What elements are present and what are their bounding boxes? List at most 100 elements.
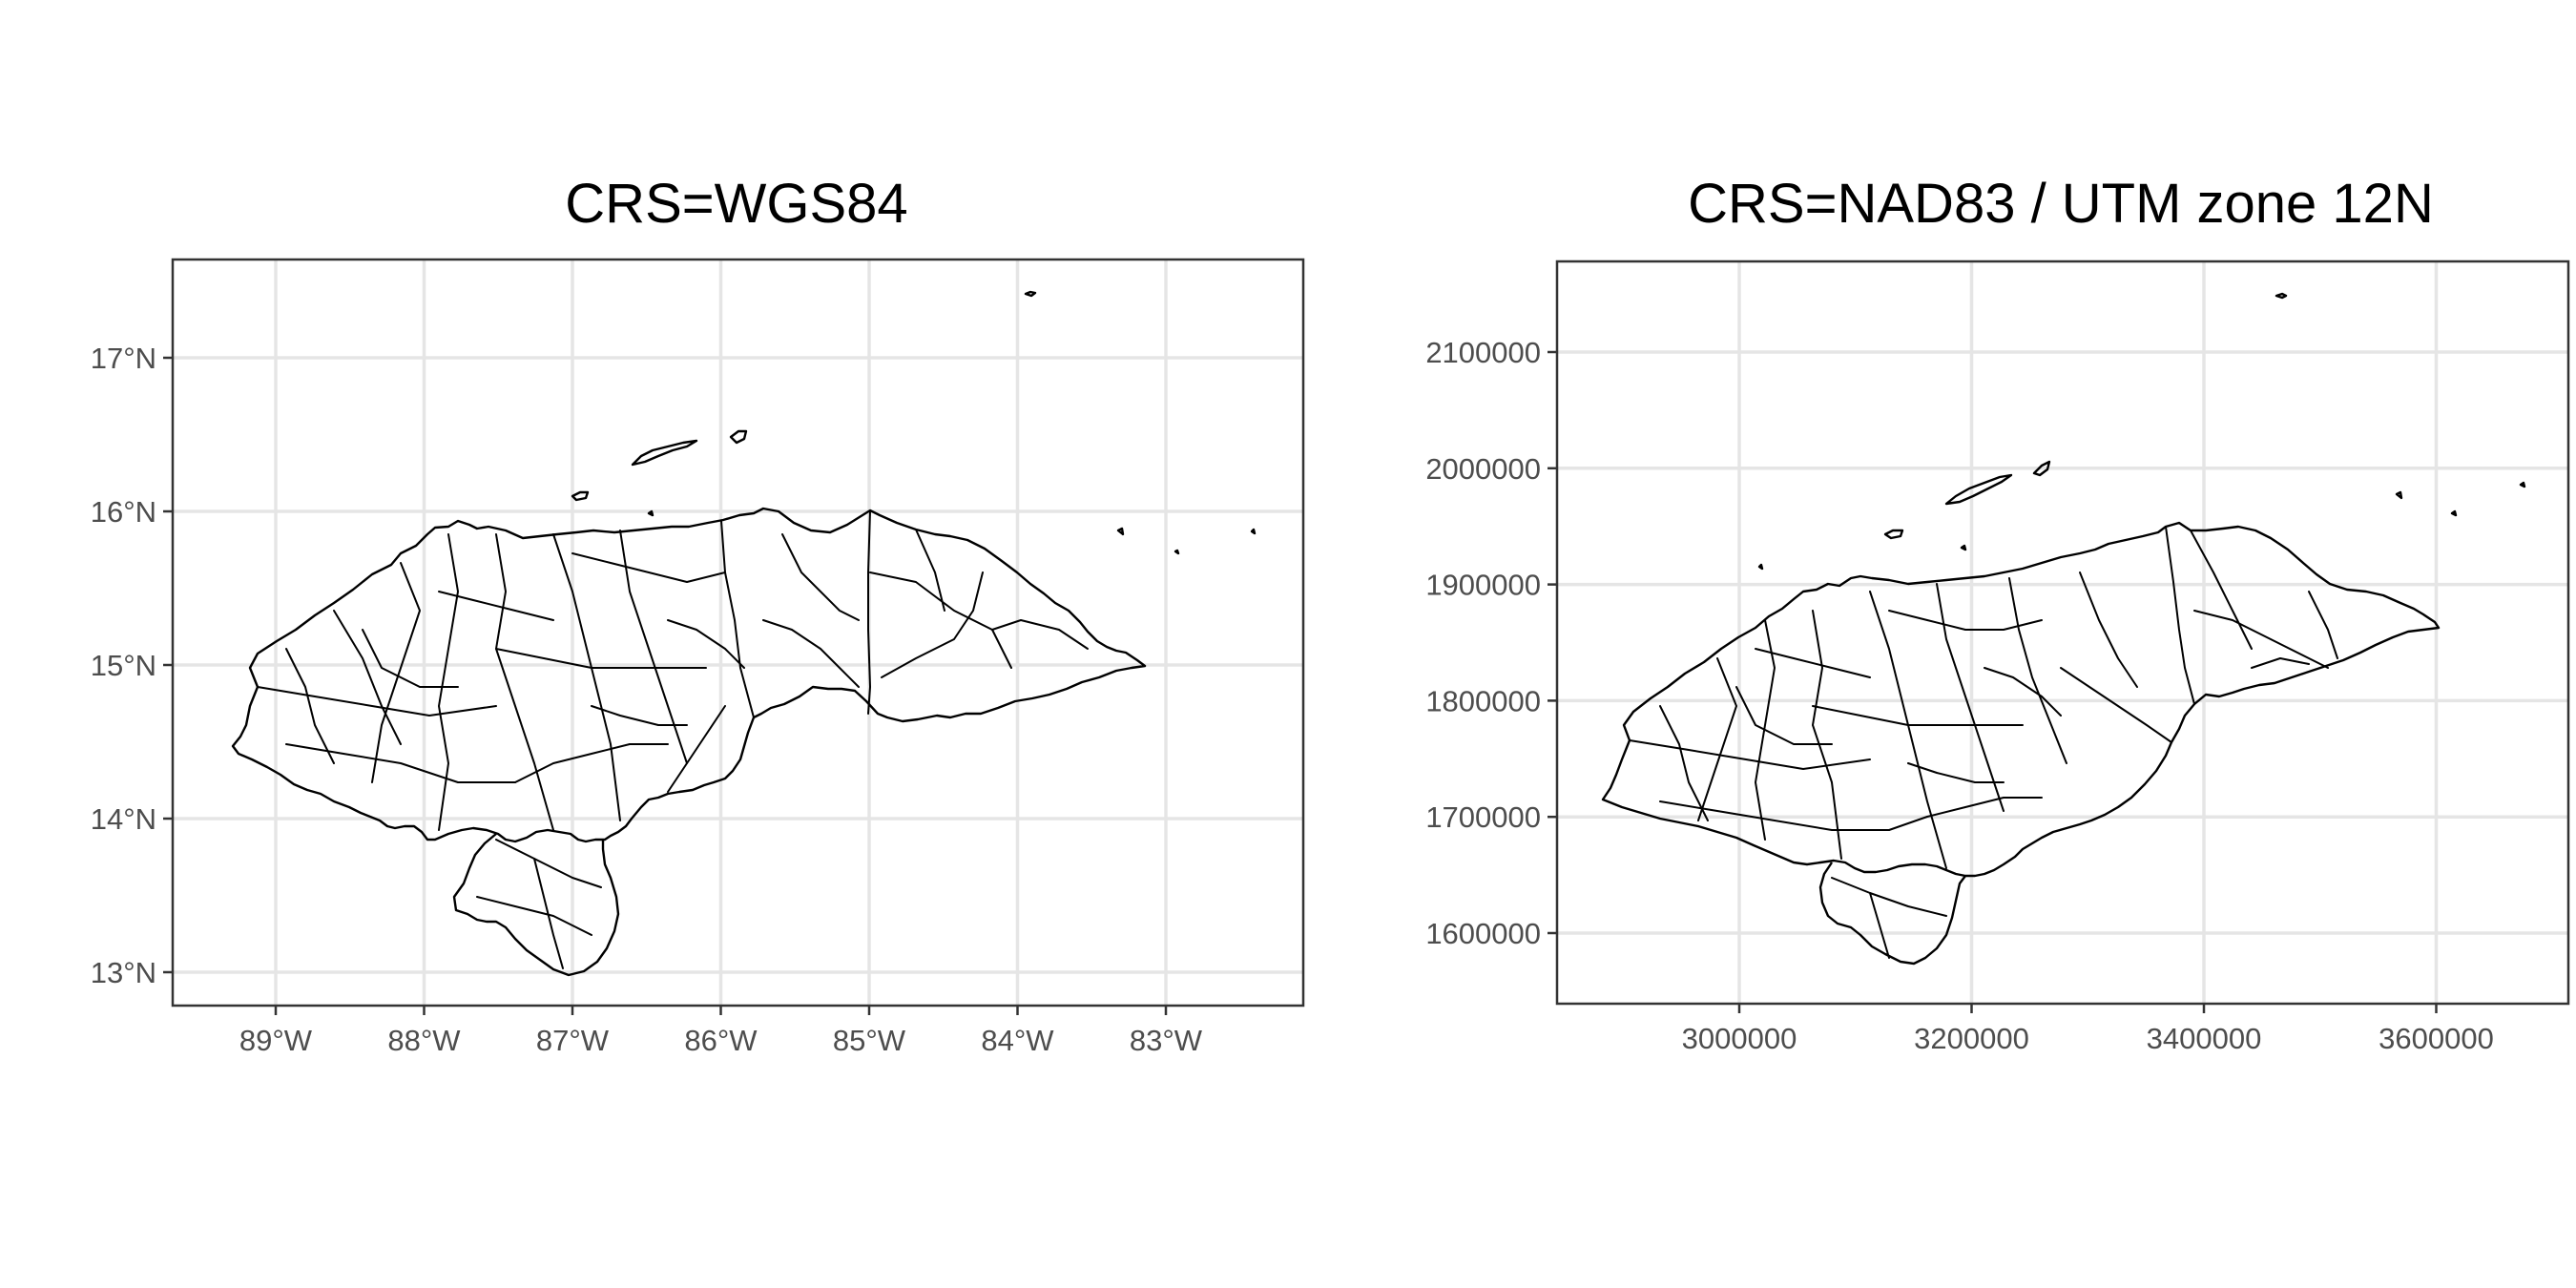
department-line [667, 705, 726, 793]
panel-border-wgs84 [171, 258, 1305, 1008]
department-line [781, 533, 860, 621]
y-tick-label: 14°N [91, 802, 156, 836]
x-axis-wgs84: 89°W 88°W 87°W 86°W 85°W 84°W 83°W [239, 1006, 1203, 1057]
gridlines-utm [1557, 261, 2568, 1004]
island-utila [1883, 529, 1904, 540]
panel-border-utm [1555, 260, 2570, 1006]
department-line [991, 619, 1089, 650]
country-outline [231, 507, 1147, 843]
department-line [1659, 705, 1709, 821]
department-line [869, 571, 1012, 669]
gridlines-wgs84 [173, 260, 1303, 1006]
department-line [1755, 648, 1871, 678]
island-small-4 [1174, 549, 1180, 555]
department-line [495, 533, 554, 831]
department-line [1888, 797, 2043, 831]
honduras-map-utm [1601, 292, 2526, 966]
island-small-4 [2450, 509, 2458, 517]
department-line [2251, 657, 2310, 669]
panel-title-wgs84: CRS=WGS84 [565, 173, 907, 235]
y-tick-label: 1600000 [1425, 917, 1541, 950]
department-line [571, 552, 726, 583]
department-line [495, 648, 707, 669]
island-guanaja [2032, 460, 2051, 477]
department-line [1697, 657, 1737, 821]
island-swan [2275, 292, 2288, 300]
gulf-lobe [1818, 862, 1966, 966]
y-tick-label: 17°N [91, 342, 156, 375]
island-small-1 [647, 509, 654, 517]
department-line [2190, 530, 2253, 650]
y-tick-label: 16°N [91, 495, 156, 529]
x-tick-label: 85°W [833, 1024, 906, 1057]
department-line [1812, 610, 1842, 860]
department-line [1984, 667, 2062, 717]
island-small-5 [1757, 563, 1764, 571]
department-line [1936, 583, 2005, 812]
panel-wgs84: CRS=WGS84 [91, 173, 1305, 1057]
department-line [762, 619, 860, 688]
island-small-2 [2395, 490, 2403, 500]
department-line [1735, 686, 1833, 745]
department-line [438, 533, 459, 831]
island-roatan [1944, 473, 2013, 506]
department-line [2193, 610, 2329, 669]
department-line [2060, 667, 2172, 743]
y-tick-label: 13°N [91, 956, 156, 989]
x-tick-label: 3400000 [2147, 1022, 2262, 1055]
department-line [285, 648, 335, 764]
x-tick-label: 83°W [1130, 1024, 1203, 1057]
honduras-map-wgs84 [231, 290, 1257, 977]
department-line [881, 571, 984, 678]
x-tick-label: 3200000 [1914, 1022, 2029, 1055]
department-line [1629, 739, 1871, 770]
island-roatan [631, 439, 698, 467]
island-swan [1024, 290, 1037, 298]
panel-utm: CRS=NAD83 / UTM zone 12N [1425, 173, 2570, 1055]
island-utila [571, 490, 590, 502]
x-tick-label: 3600000 [2379, 1022, 2494, 1055]
island-small-3 [1250, 528, 1257, 535]
x-tick-label: 86°W [684, 1024, 758, 1057]
department-line [591, 705, 688, 726]
department-line [2308, 591, 2338, 659]
island-small-3 [2519, 481, 2526, 488]
department-line [2165, 526, 2195, 705]
department-line [476, 896, 592, 936]
department-line [2008, 577, 2067, 764]
y-axis-wgs84: 13°N 14°N 15°N 16°N 17°N [91, 342, 173, 989]
y-tick-label: 2100000 [1425, 336, 1541, 369]
panel-title-utm: CRS=NAD83 / UTM zone 12N [1688, 173, 2434, 235]
department-line [514, 743, 669, 783]
island-small-1 [1960, 544, 1967, 551]
y-tick-label: 1800000 [1425, 684, 1541, 717]
department-line [333, 610, 402, 745]
department-line [1831, 877, 1947, 917]
department-line [438, 591, 554, 621]
country-outline [1601, 521, 2441, 878]
department-line [1869, 892, 1890, 959]
department-line [495, 839, 602, 888]
x-tick-label: 3000000 [1682, 1022, 1797, 1055]
x-tick-label: 87°W [536, 1024, 610, 1057]
y-tick-label: 2000000 [1425, 452, 1541, 486]
department-line [1812, 705, 2024, 726]
y-tick-label: 15°N [91, 649, 156, 682]
department-line [1907, 762, 2005, 783]
x-tick-label: 89°W [239, 1024, 313, 1057]
department-line [371, 562, 421, 783]
y-tick-label: 1900000 [1425, 569, 1541, 602]
y-tick-label: 1700000 [1425, 800, 1541, 834]
x-tick-label: 88°W [387, 1024, 461, 1057]
department-line [915, 529, 945, 612]
department-line [285, 743, 516, 783]
department-line [257, 686, 497, 717]
department-line [362, 629, 459, 688]
department-line [867, 509, 871, 715]
x-axis-utm: 3000000 3200000 3400000 3600000 [1682, 1004, 2494, 1055]
department-line [667, 619, 745, 669]
department-line [533, 858, 564, 969]
department-line [1659, 800, 1890, 831]
island-small-2 [1116, 527, 1125, 536]
